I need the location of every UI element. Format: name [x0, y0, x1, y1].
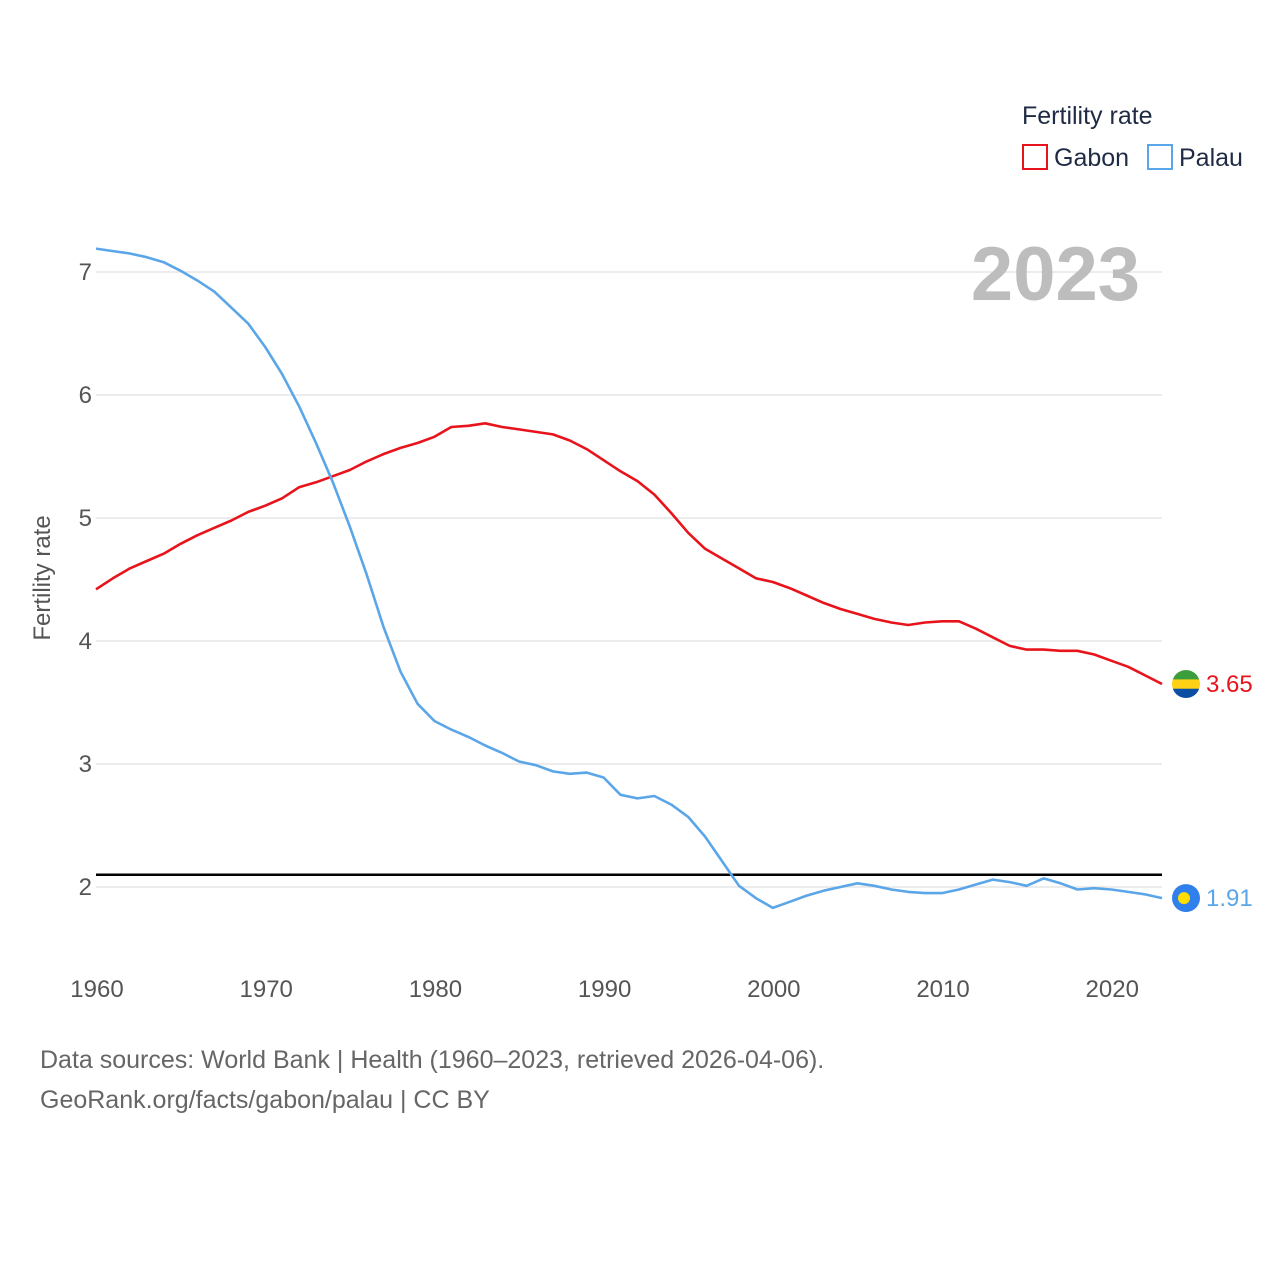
legend-label-palau: Palau [1179, 144, 1243, 172]
y-axis-label: Fertility rate [29, 515, 56, 640]
x-tick-label-1960: 1960 [70, 976, 123, 1003]
x-tick-label-2020: 2020 [1086, 976, 1139, 1003]
y-axis-ticks: 2 3 4 5 6 7 [79, 259, 92, 901]
x-axis-ticks: 1960 1970 1980 1990 2000 2010 2020 [70, 976, 1139, 1003]
end-value-label-gabon: 3.65 [1206, 671, 1253, 698]
legend-label-gabon: Gabon [1054, 144, 1129, 172]
x-tick-label-2010: 2010 [916, 976, 969, 1003]
y-tick-label-3: 3 [79, 751, 92, 778]
footer: Data sources: World Bank | Health (1960–… [40, 1040, 824, 1120]
series-line-palau [95, 247, 1163, 910]
legend[interactable]: Fertility rate Gabon Palau [1022, 102, 1243, 172]
legend-item-palau[interactable]: Palau [1147, 144, 1243, 172]
series-end-markers: 3.65 1.91 [1172, 670, 1253, 913]
series-line-gabon [95, 421, 1163, 686]
legend-swatch-gabon [1022, 144, 1048, 170]
flag-stripe [1172, 670, 1200, 680]
fertility-rate-chart: 2 3 4 5 6 7 1960 1970 1980 1990 2000 2010 2020 3.65… [29, 102, 1253, 1003]
data-sources-text: Data sources: World Bank | Health (1960–… [40, 1046, 825, 1074]
flag-stripe [1172, 688, 1200, 699]
x-tick-label-1980: 1980 [409, 976, 462, 1003]
flag-moon [1178, 892, 1190, 905]
series-lines [95, 247, 1163, 910]
gridlines [96, 271, 1162, 888]
legend-item-gabon[interactable]: Gabon [1022, 144, 1129, 172]
y-tick-label-4: 4 [79, 628, 92, 655]
attribution-link[interactable]: GeoRank.org/facts/gabon/palau | CC BY [40, 1086, 490, 1114]
y-tick-label-5: 5 [79, 505, 92, 532]
legend-title: Fertility rate [1022, 102, 1153, 130]
y-tick-label-6: 6 [79, 382, 92, 409]
y-tick-label-7: 7 [79, 259, 92, 286]
legend-swatch-palau [1147, 144, 1173, 170]
x-tick-label-1970: 1970 [240, 976, 293, 1003]
x-tick-label-1990: 1990 [578, 976, 631, 1003]
year-label: 2023 [971, 232, 1140, 317]
flag-stripe [1172, 679, 1200, 690]
flag-marker-palau [1172, 884, 1200, 913]
x-tick-label-2000: 2000 [747, 976, 800, 1003]
flag-marker-gabon [1172, 670, 1200, 699]
end-value-label-palau: 1.91 [1206, 885, 1253, 912]
y-tick-label-2: 2 [79, 874, 92, 901]
